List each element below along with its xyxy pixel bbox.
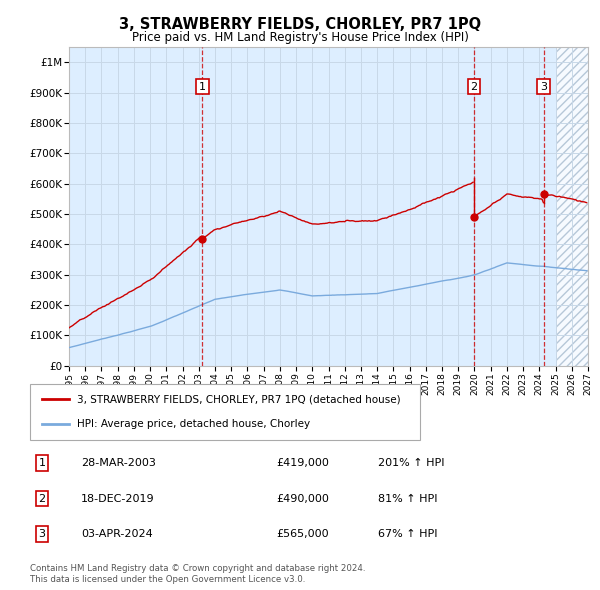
Text: 201% ↑ HPI: 201% ↑ HPI	[378, 458, 445, 468]
Text: Contains HM Land Registry data © Crown copyright and database right 2024.: Contains HM Land Registry data © Crown c…	[30, 565, 365, 573]
Text: 03-APR-2024: 03-APR-2024	[81, 529, 153, 539]
FancyBboxPatch shape	[30, 384, 420, 440]
Bar	[556, 47, 588, 366]
Text: £565,000: £565,000	[276, 529, 329, 539]
Text: 3: 3	[540, 81, 547, 91]
Text: 2: 2	[38, 494, 46, 503]
Text: 81% ↑ HPI: 81% ↑ HPI	[378, 494, 437, 503]
Text: 1: 1	[38, 458, 46, 468]
Text: This data is licensed under the Open Government Licence v3.0.: This data is licensed under the Open Gov…	[30, 575, 305, 584]
Text: £419,000: £419,000	[276, 458, 329, 468]
Text: 1: 1	[199, 81, 206, 91]
Text: 3: 3	[38, 529, 46, 539]
Text: 67% ↑ HPI: 67% ↑ HPI	[378, 529, 437, 539]
Text: 28-MAR-2003: 28-MAR-2003	[81, 458, 156, 468]
Text: Price paid vs. HM Land Registry's House Price Index (HPI): Price paid vs. HM Land Registry's House …	[131, 31, 469, 44]
Text: HPI: Average price, detached house, Chorley: HPI: Average price, detached house, Chor…	[77, 419, 310, 429]
Text: 2: 2	[470, 81, 478, 91]
Text: £490,000: £490,000	[276, 494, 329, 503]
Point	[469, 212, 479, 222]
Text: 3, STRAWBERRY FIELDS, CHORLEY, PR7 1PQ: 3, STRAWBERRY FIELDS, CHORLEY, PR7 1PQ	[119, 18, 481, 32]
Text: 3, STRAWBERRY FIELDS, CHORLEY, PR7 1PQ (detached house): 3, STRAWBERRY FIELDS, CHORLEY, PR7 1PQ (…	[77, 394, 400, 404]
Bar	[556, 47, 588, 366]
Point	[539, 189, 548, 199]
Text: 18-DEC-2019: 18-DEC-2019	[81, 494, 155, 503]
Point	[197, 234, 207, 244]
